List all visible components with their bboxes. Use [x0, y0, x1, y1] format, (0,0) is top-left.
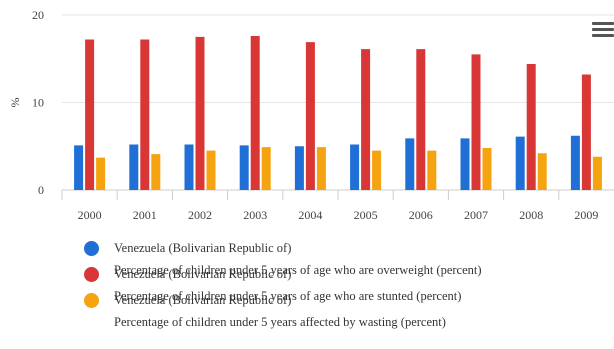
x-tick-label: 2003	[243, 208, 267, 222]
y-tick-label: 20	[32, 8, 44, 22]
bar-2006-series-2[interactable]	[427, 150, 437, 190]
y-axis-label: %	[8, 98, 22, 108]
legend: Venezuela (Bolivarian Republic of) Perce…	[82, 240, 602, 329]
bar-2006-series-0[interactable]	[405, 138, 415, 190]
x-axis-ticks: 2000 2001 2002 2003 2004 2005 2006 2007 2008 2009	[61, 190, 598, 222]
legend-marker	[84, 241, 99, 256]
legend-marker	[84, 293, 99, 308]
bar-2000-series-2[interactable]	[96, 157, 106, 190]
bar-2004-series-1[interactable]	[305, 42, 315, 190]
legend-series-name: Venezuela (Bolivarian Republic of)	[114, 267, 292, 281]
bar-2001-series-2[interactable]	[151, 154, 161, 190]
bar-2004-series-2[interactable]	[316, 147, 326, 190]
bar-2002-series-1[interactable]	[195, 36, 205, 190]
x-tick-label: 2001	[133, 208, 157, 222]
bar-2002-series-0[interactable]	[184, 144, 194, 191]
x-tick-label: 2007	[464, 208, 488, 222]
bar-2003-series-0[interactable]	[239, 145, 249, 190]
y-axis-ticks: 0 10 20	[32, 8, 44, 197]
bar-2009-series-2[interactable]	[592, 156, 602, 190]
bar-2008-series-0[interactable]	[515, 136, 525, 190]
y-tick-label: 10	[32, 96, 44, 110]
legend-series-description: Percentage of children under 5 years aff…	[114, 315, 446, 329]
bar-2008-series-1[interactable]	[526, 64, 536, 190]
legend-series-description: Percentage of children under 5 years of …	[114, 289, 462, 303]
x-tick-label: 2002	[188, 208, 212, 222]
legend-item-overweight[interactable]: Venezuela (Bolivarian Republic of) Perce…	[82, 240, 602, 277]
bar-2007-series-0[interactable]	[460, 138, 470, 190]
bars-group	[74, 36, 602, 190]
x-tick-label: 2006	[409, 208, 433, 222]
bar-2001-series-0[interactable]	[129, 144, 139, 191]
legend-series-name: Venezuela (Bolivarian Republic of)	[114, 241, 292, 255]
x-tick-label: 2000	[78, 208, 102, 222]
y-tick-label: 0	[38, 183, 44, 197]
bar-2007-series-2[interactable]	[482, 148, 492, 190]
bar-2002-series-2[interactable]	[206, 150, 216, 190]
bar-2008-series-2[interactable]	[537, 153, 547, 190]
legend-item-wasting[interactable]: Venezuela (Bolivarian Republic of) Perce…	[82, 292, 602, 329]
bar-2005-series-2[interactable]	[372, 150, 382, 190]
bar-2004-series-0[interactable]	[294, 146, 304, 190]
legend-item-stunted[interactable]: Venezuela (Bolivarian Republic of) Perce…	[82, 266, 602, 303]
x-tick-label: 2005	[354, 208, 378, 222]
bar-2003-series-2[interactable]	[261, 147, 271, 190]
x-tick-label: 2009	[574, 208, 598, 222]
bar-2009-series-0[interactable]	[570, 135, 580, 190]
legend-series-description: Percentage of children under 5 years of …	[114, 263, 482, 277]
legend-marker	[84, 267, 99, 282]
legend-series-name: Venezuela (Bolivarian Republic of)	[114, 293, 292, 307]
bar-2001-series-1[interactable]	[140, 39, 150, 191]
bar-2006-series-1[interactable]	[416, 49, 426, 190]
bar-2007-series-1[interactable]	[471, 54, 481, 190]
bar-2005-series-1[interactable]	[361, 49, 371, 190]
x-tick-label: 2004	[298, 208, 322, 222]
bar-2009-series-1[interactable]	[581, 74, 591, 191]
bar-2003-series-1[interactable]	[250, 36, 260, 190]
hamburger-menu-icon[interactable]	[592, 22, 614, 40]
bar-2000-series-1[interactable]	[85, 39, 95, 191]
bar-2000-series-0[interactable]	[74, 145, 84, 190]
bar-2005-series-0[interactable]	[350, 144, 360, 191]
x-tick-label: 2008	[519, 208, 543, 222]
